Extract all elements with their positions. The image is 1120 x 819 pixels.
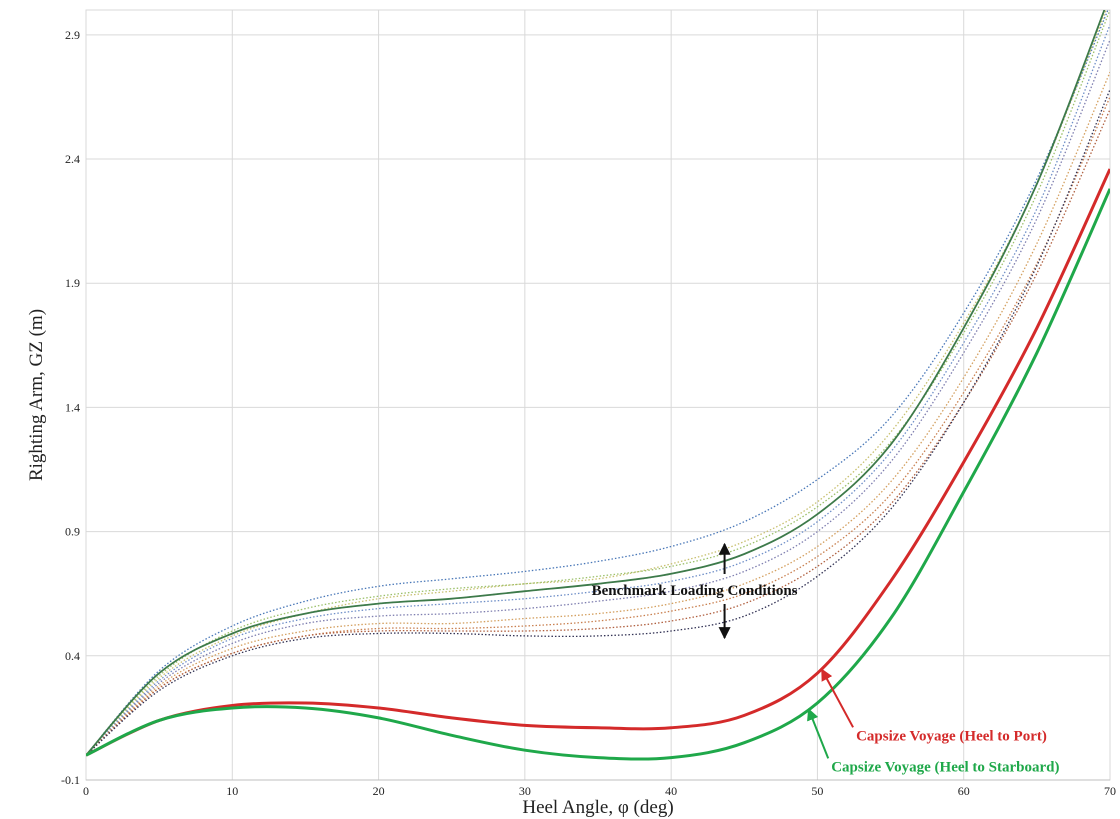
- y-tick-label: 1.9: [65, 276, 80, 290]
- x-tick-label: 70: [1104, 784, 1116, 798]
- tick-labels: 0 10 20 30 40 50 60 70 -0.1 0.4 0.9 1.4 1.9 2.4 2.9: [61, 28, 1116, 798]
- benchmark-curve-highlight: [86, 10, 1106, 756]
- y-axis-title: Righting Arm, GZ (m): [26, 309, 47, 481]
- benchmark-curve-7: [86, 71, 1110, 756]
- annotations: Benchmark Loading Conditions Capsize Voya…: [592, 542, 1060, 775]
- x-tick-label: 0: [83, 784, 89, 798]
- x-tick-label: 10: [226, 784, 238, 798]
- benchmark-curve-4: [86, 10, 1106, 756]
- x-tick-label: 60: [958, 784, 970, 798]
- x-tick-label: 50: [811, 784, 823, 798]
- benchmark-curve-3: [86, 10, 1110, 756]
- benchmark-curve-6: [86, 39, 1110, 756]
- x-tick-label: 30: [519, 784, 531, 798]
- benchmark-curve-5: [86, 24, 1110, 756]
- port-label: Capsize Voyage (Heel to Port): [856, 728, 1047, 744]
- benchmark-curve-10: [86, 89, 1110, 756]
- y-tick-label: 2.9: [65, 28, 80, 42]
- y-tick-label: 0.4: [65, 649, 80, 663]
- benchmark-curves: [86, 10, 1110, 756]
- benchmark-label: Benchmark Loading Conditions: [592, 583, 798, 599]
- x-tick-label: 20: [373, 784, 385, 798]
- y-tick-label: -0.1: [61, 773, 80, 787]
- series-line-2: [86, 188, 1110, 761]
- benchmark-curve-1: [86, 10, 1109, 756]
- x-axis-title: Heel Angle, φ (deg): [522, 797, 673, 818]
- starboard-label: Capsize Voyage (Heel to Starboard): [831, 759, 1059, 775]
- benchmark-curve-9: [86, 109, 1110, 756]
- y-tick-label: 1.4: [65, 400, 80, 414]
- benchmark-curve-2: [86, 10, 1107, 756]
- series-line-1: [86, 168, 1110, 757]
- plot-frame: [85, 9, 1111, 781]
- capsize-curves: [86, 168, 1110, 761]
- benchmark-curve-8: [86, 96, 1110, 756]
- starboard-arrow: [807, 708, 830, 759]
- port-arrow: [820, 668, 854, 728]
- x-tick-label: 40: [665, 784, 677, 798]
- grid: [85, 9, 1111, 781]
- y-tick-label: 2.4: [65, 152, 80, 166]
- y-tick-label: 0.9: [65, 525, 80, 539]
